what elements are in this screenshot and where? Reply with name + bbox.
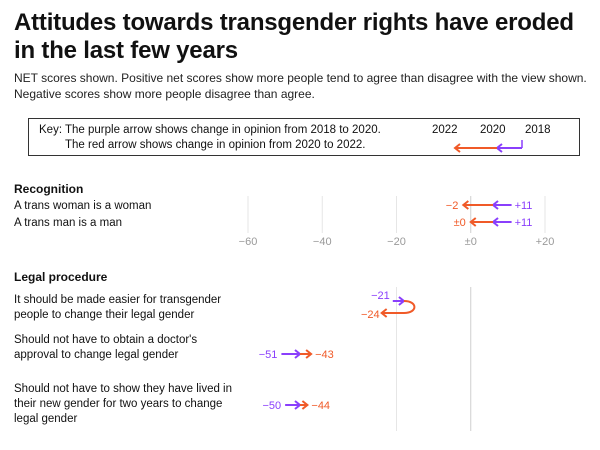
value-2018-legal-0: −21 xyxy=(371,290,390,302)
arrow-purple-recognition-0 xyxy=(491,200,512,210)
value-2018-legal-1: −51 xyxy=(259,349,278,361)
key-box: Key: The purple arrow shows change in op… xyxy=(28,118,580,156)
chart-title: Attitudes towards transgender rights hav… xyxy=(14,9,574,64)
row-label-trans-woman: A trans woman is a woman xyxy=(14,200,152,212)
row-label-trans-man: A trans man is a man xyxy=(14,217,123,229)
value-2022-legal-0: −24 xyxy=(361,309,380,321)
arrow-red-legal-1-head xyxy=(305,349,313,359)
arrow-red-recognition-1-head xyxy=(469,217,477,227)
key-line-purple: Key: The purple arrow shows change in op… xyxy=(39,124,381,136)
arrow-red-recognition-0-head xyxy=(461,200,469,210)
arrow-red-legal-2-head xyxy=(301,400,310,410)
value-2018-recognition-0: +11 xyxy=(515,200,533,212)
row-label-easier-change: It should be made easier for transgender… xyxy=(14,294,222,321)
arrow-red-legal-0 xyxy=(380,300,416,318)
value-2018-legal-2: −50 xyxy=(262,400,281,412)
arrow-purple-legal-0 xyxy=(392,296,406,306)
arrow-red-legal-2 xyxy=(299,400,310,410)
x-tick-label-1: −40 xyxy=(313,236,332,248)
key-arrow-purple xyxy=(495,143,522,153)
chart-subtitle: NET scores shown. Positive net scores sh… xyxy=(14,71,587,101)
value-2022-legal-2: −44 xyxy=(311,400,330,412)
x-tick-label-4: +20 xyxy=(536,236,555,248)
row-label-doctor-approval: Should not have to obtain a doctor's app… xyxy=(14,334,198,361)
key-year-2022: 2022 xyxy=(432,124,458,136)
x-tick-label-2: −20 xyxy=(387,236,406,248)
arrow-red-legal-1 xyxy=(299,349,313,359)
x-tick-label-0: −60 xyxy=(239,236,258,248)
key-year-2018: 2018 xyxy=(525,124,551,136)
section-legal-procedure: Legal procedure xyxy=(14,270,108,284)
section-recognition: Recognition xyxy=(14,182,84,196)
key-arrow-red-head xyxy=(453,143,461,153)
x-tick-label-3: ±0 xyxy=(465,236,477,248)
key-line-red: The red arrow shows change in opinion fr… xyxy=(65,139,366,151)
value-2018-recognition-1: +11 xyxy=(515,217,533,229)
value-2022-recognition-1: ±0 xyxy=(454,217,466,229)
arrow-red-recognition-0 xyxy=(461,200,494,210)
key-year-2020: 2020 xyxy=(480,124,506,136)
arrow-red-recognition-1 xyxy=(469,217,494,227)
row-label-lived-two-years: Should not have to show they have lived … xyxy=(14,383,233,425)
arrow-red-legal-0-head xyxy=(380,308,388,318)
arrow-purple-recognition-1 xyxy=(491,217,512,227)
value-2022-recognition-0: −2 xyxy=(446,200,459,212)
value-2022-legal-1: −43 xyxy=(315,349,334,361)
arrow-red-legal-0-path xyxy=(381,300,416,314)
arrow-purple-legal-1 xyxy=(281,349,302,359)
key-arrow-red xyxy=(453,143,497,153)
arrow-purple-legal-2 xyxy=(285,400,302,410)
